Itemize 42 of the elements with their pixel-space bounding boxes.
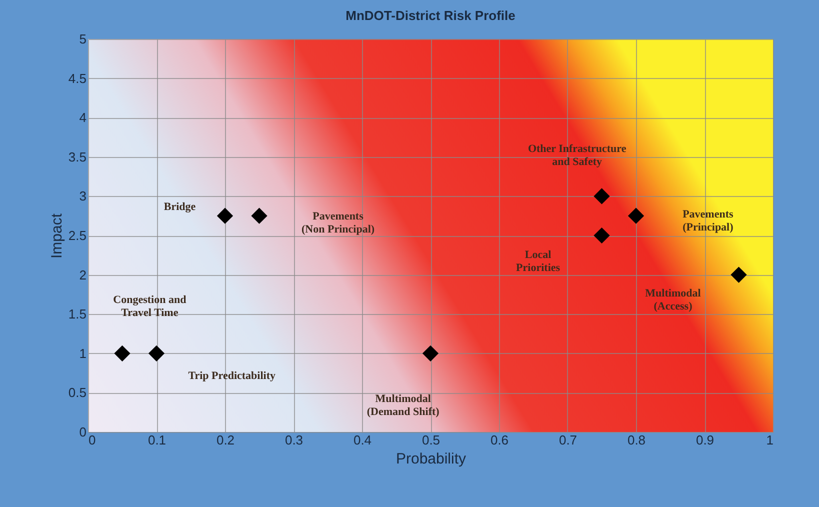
y-tick-label: 1 [79,346,86,361]
annotation: Pavements (Non Principal) [302,210,375,236]
x-axis-title: Probability [396,450,467,468]
chart-title: MnDOT-District Risk Profile [346,8,516,23]
x-tick-label: 0 [88,432,96,448]
point [730,266,747,283]
point [628,208,644,224]
annotation: Congestion and Travel Time [113,294,186,319]
annotation: Bridge [164,201,196,214]
x-tick-label: 0.1 [148,432,166,448]
x-tick-label: 0.7 [558,432,578,448]
annotation: Multimodal (Access) [645,288,701,313]
annotation: Multimodal (Demand Shift) [366,392,440,418]
y-tick-label: 1.5 [68,306,86,322]
annotation: Other Infrastructure and Safety [528,143,626,168]
y-tick-label: 5 [79,32,86,46]
annotation: Local Priorities [516,249,561,274]
y-tick-label: 0.5 [68,385,86,400]
y-tick-label: 3 [79,188,86,204]
x-tick-label: 0.5 [422,432,440,448]
x-tick-label: 0.8 [627,432,646,448]
x-tick-label: 1 [766,432,774,448]
point [114,345,130,362]
point [216,208,234,224]
point [594,227,610,244]
y-tick-label: 2 [79,267,86,282]
x-tick-label: 0.6 [490,432,509,448]
point [422,345,439,362]
y-axis-title: Impact [48,212,66,259]
y-tick-label: 4.5 [68,70,86,86]
y-tick-label: 3.5 [68,149,86,164]
y-tick-label: 2.5 [68,228,86,243]
x-tick-label: 0.9 [696,432,714,448]
point [251,208,268,224]
point [594,188,610,204]
x-tick-label: 0.2 [216,432,235,448]
y-tick-label: 4 [79,110,86,126]
annotation: Trip Predictability [188,370,276,382]
x-tick-label: 0.4 [353,432,372,448]
x-tick-label: 0.3 [284,432,304,448]
annotation: Pavements (Principal) [682,208,734,234]
point [148,345,165,362]
